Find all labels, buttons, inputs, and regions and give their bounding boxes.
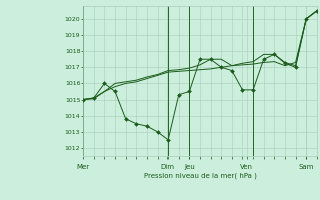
X-axis label: Pression niveau de la mer( hPa ): Pression niveau de la mer( hPa ) bbox=[144, 172, 256, 179]
